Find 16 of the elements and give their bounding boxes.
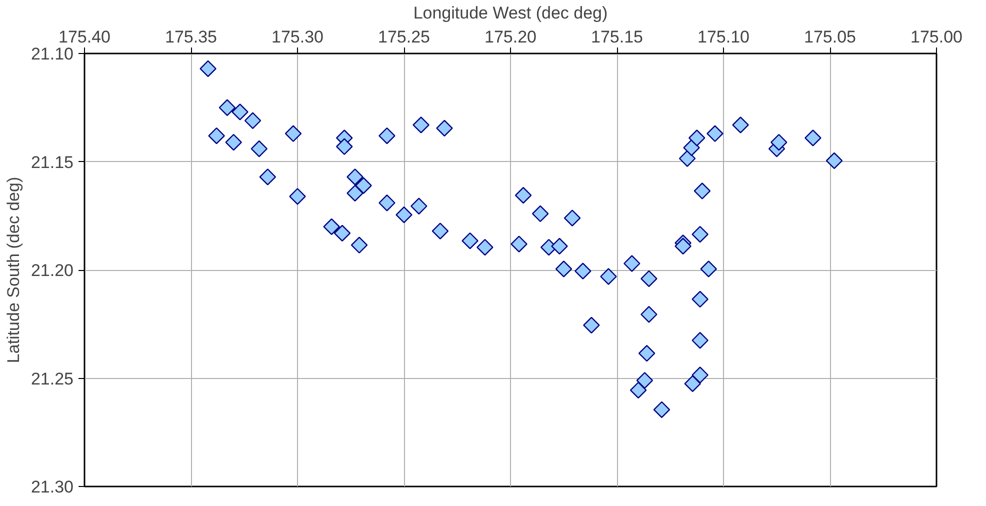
x-tick-label: 175.10	[698, 28, 750, 46]
x-tick-label: 175.25	[378, 28, 430, 46]
y-axis-title: Latitude South (dec deg)	[4, 176, 23, 364]
x-tick-label: 175.35	[165, 28, 217, 46]
x-tick-label: 175.00	[910, 28, 962, 46]
x-tick-label: 175.20	[484, 28, 536, 46]
y-tick-label: 21.10	[30, 44, 74, 64]
y-tick-label: 21.20	[30, 261, 74, 280]
x-tick-label: 175.40	[58, 28, 110, 46]
y-tick-label: 21.30	[30, 478, 74, 496]
x-tick-label: 175.15	[591, 28, 643, 46]
x-tick-label: 175.05	[804, 28, 856, 46]
x-tick-label: 175.30	[272, 28, 324, 46]
x-axis-title: Longitude West (dec deg)	[413, 4, 608, 22]
y-tick-label: 21.25	[30, 369, 74, 388]
y-tick-label: 21.15	[30, 152, 74, 172]
